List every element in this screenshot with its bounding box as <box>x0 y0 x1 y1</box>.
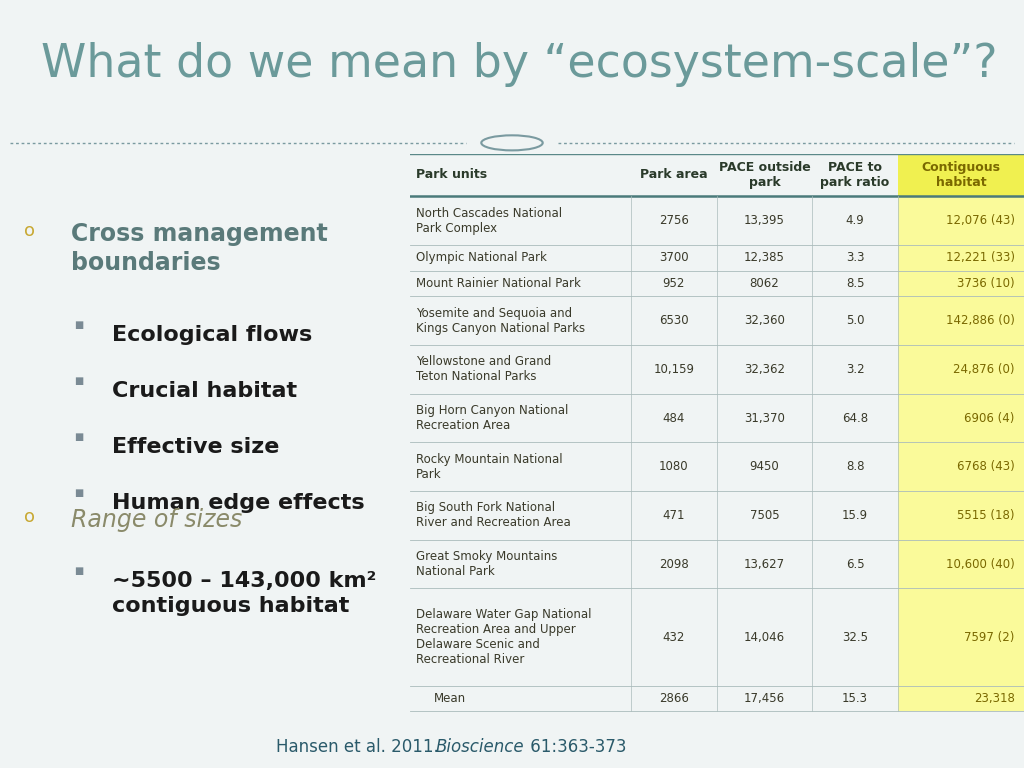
Bar <box>898 197 1024 245</box>
Text: Effective size: Effective size <box>112 438 280 458</box>
Bar <box>898 296 1024 345</box>
Text: 2866: 2866 <box>658 692 689 705</box>
Text: 5515 (18): 5515 (18) <box>957 509 1015 522</box>
Text: 3736 (10): 3736 (10) <box>957 277 1015 290</box>
Text: 17,456: 17,456 <box>743 692 785 705</box>
Text: Big South Fork National
River and Recreation Area: Big South Fork National River and Recrea… <box>416 502 570 529</box>
Text: 13,627: 13,627 <box>743 558 785 571</box>
Text: 10,600 (40): 10,600 (40) <box>946 558 1015 571</box>
Text: ~5500 – 143,000 km²
contiguous habitat: ~5500 – 143,000 km² contiguous habitat <box>112 571 377 616</box>
Text: 32,360: 32,360 <box>744 314 784 327</box>
Text: Olympic National Park: Olympic National Park <box>416 251 547 264</box>
Text: 64.8: 64.8 <box>842 412 868 425</box>
Text: Great Smoky Mountains
National Park: Great Smoky Mountains National Park <box>416 550 557 578</box>
Text: 15.3: 15.3 <box>842 692 868 705</box>
Text: 6530: 6530 <box>659 314 688 327</box>
Text: 6906 (4): 6906 (4) <box>965 412 1015 425</box>
Text: 7597 (2): 7597 (2) <box>965 631 1015 644</box>
Bar <box>898 588 1024 686</box>
Text: Bioscience: Bioscience <box>435 738 524 756</box>
Text: North Cascades National
Park Complex: North Cascades National Park Complex <box>416 207 562 235</box>
Text: 13,395: 13,395 <box>744 214 784 227</box>
Text: Crucial habitat: Crucial habitat <box>112 382 297 402</box>
Bar <box>898 394 1024 442</box>
Bar <box>898 491 1024 540</box>
Text: PACE to
park ratio: PACE to park ratio <box>820 161 890 189</box>
Text: 7505: 7505 <box>750 509 779 522</box>
Text: 3.3: 3.3 <box>846 251 864 264</box>
Text: What do we mean by “ecosystem-scale”?: What do we mean by “ecosystem-scale”? <box>41 42 997 87</box>
Text: Hansen et al. 2011.: Hansen et al. 2011. <box>276 738 444 756</box>
Text: Yellowstone and Grand
Teton National Parks: Yellowstone and Grand Teton National Par… <box>416 356 551 383</box>
Text: Contiguous
habitat: Contiguous habitat <box>922 161 1000 189</box>
Text: 142,886 (0): 142,886 (0) <box>946 314 1015 327</box>
Bar <box>898 540 1024 588</box>
Text: PACE outside
park: PACE outside park <box>719 161 810 189</box>
Text: Ecological flows: Ecological flows <box>112 326 312 346</box>
Text: o: o <box>24 508 35 526</box>
Text: 6.5: 6.5 <box>846 558 864 571</box>
Text: 14,046: 14,046 <box>743 631 785 644</box>
Text: Range of sizes: Range of sizes <box>71 508 242 532</box>
Text: Mean: Mean <box>434 692 466 705</box>
Text: 61:363-373: 61:363-373 <box>525 738 627 756</box>
Text: Delaware Water Gap National
Recreation Area and Upper
Delaware Scenic and
Recrea: Delaware Water Gap National Recreation A… <box>416 608 591 666</box>
Text: ■: ■ <box>74 319 83 329</box>
Text: 32.5: 32.5 <box>842 631 868 644</box>
Text: 12,221 (33): 12,221 (33) <box>946 251 1015 264</box>
Bar <box>898 442 1024 491</box>
Bar <box>898 686 1024 711</box>
Text: Big Horn Canyon National
Recreation Area: Big Horn Canyon National Recreation Area <box>416 404 568 432</box>
Text: Park area: Park area <box>640 168 708 181</box>
Text: 1080: 1080 <box>659 460 688 473</box>
Text: 8.5: 8.5 <box>846 277 864 290</box>
Text: o: o <box>24 222 35 240</box>
Text: Cross management
boundaries: Cross management boundaries <box>71 222 328 275</box>
Text: ■: ■ <box>74 376 83 386</box>
Text: 2756: 2756 <box>658 214 689 227</box>
Text: 5.0: 5.0 <box>846 314 864 327</box>
Text: Yosemite and Sequoia and
Kings Canyon National Parks: Yosemite and Sequoia and Kings Canyon Na… <box>416 306 585 335</box>
Text: 12,385: 12,385 <box>744 251 784 264</box>
Text: 8.8: 8.8 <box>846 460 864 473</box>
Bar <box>898 345 1024 394</box>
Bar <box>898 154 1024 197</box>
Text: 4.9: 4.9 <box>846 214 864 227</box>
Text: 6768 (43): 6768 (43) <box>957 460 1015 473</box>
Text: 471: 471 <box>663 509 685 522</box>
Text: Mount Rainier National Park: Mount Rainier National Park <box>416 277 581 290</box>
Text: 23,318: 23,318 <box>974 692 1015 705</box>
Text: 3700: 3700 <box>659 251 688 264</box>
Text: 2098: 2098 <box>658 558 689 571</box>
Text: 3.2: 3.2 <box>846 362 864 376</box>
Text: ■: ■ <box>74 488 83 498</box>
Text: Rocky Mountain National
Park: Rocky Mountain National Park <box>416 452 562 481</box>
Text: 10,159: 10,159 <box>653 362 694 376</box>
Text: 15.9: 15.9 <box>842 509 868 522</box>
Text: 484: 484 <box>663 412 685 425</box>
Text: 8062: 8062 <box>750 277 779 290</box>
Text: 952: 952 <box>663 277 685 290</box>
Text: 24,876 (0): 24,876 (0) <box>953 362 1015 376</box>
Text: Human edge effects: Human edge effects <box>112 494 365 514</box>
Bar <box>898 270 1024 296</box>
Text: ■: ■ <box>74 432 83 442</box>
Bar <box>898 245 1024 270</box>
Text: ■: ■ <box>74 565 83 575</box>
Text: 432: 432 <box>663 631 685 644</box>
Text: 31,370: 31,370 <box>744 412 784 425</box>
Text: 32,362: 32,362 <box>743 362 785 376</box>
Text: Park units: Park units <box>416 168 486 181</box>
Text: 9450: 9450 <box>750 460 779 473</box>
Text: 12,076 (43): 12,076 (43) <box>946 214 1015 227</box>
